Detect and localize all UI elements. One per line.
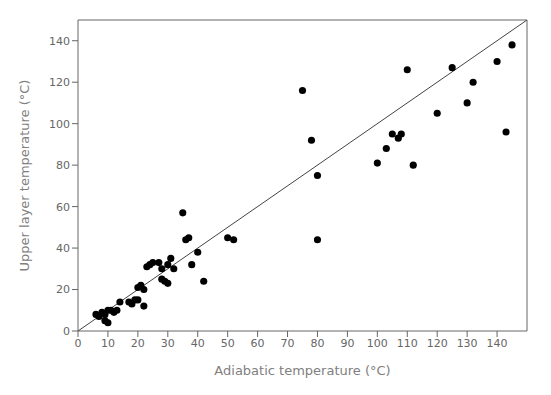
svg-text:140: 140 — [487, 337, 508, 350]
svg-text:10: 10 — [101, 337, 115, 350]
svg-text:0: 0 — [63, 325, 70, 338]
svg-text:20: 20 — [131, 337, 145, 350]
svg-text:Upper layer temperature (°C): Upper layer temperature (°C) — [17, 80, 32, 272]
svg-text:0: 0 — [75, 337, 82, 350]
svg-text:130: 130 — [457, 337, 478, 350]
svg-text:100: 100 — [367, 337, 388, 350]
svg-text:100: 100 — [49, 118, 70, 131]
svg-text:80: 80 — [56, 159, 70, 172]
svg-text:40: 40 — [56, 242, 70, 255]
svg-text:120: 120 — [49, 76, 70, 89]
svg-text:80: 80 — [310, 337, 324, 350]
svg-text:Adiabatic temperature (°C): Adiabatic temperature (°C) — [214, 363, 390, 378]
svg-text:110: 110 — [397, 337, 418, 350]
svg-text:90: 90 — [340, 337, 354, 350]
svg-text:60: 60 — [56, 201, 70, 214]
svg-text:40: 40 — [191, 337, 205, 350]
svg-text:20: 20 — [56, 283, 70, 296]
svg-text:60: 60 — [251, 337, 265, 350]
svg-text:120: 120 — [427, 337, 448, 350]
svg-text:140: 140 — [49, 35, 70, 48]
svg-text:70: 70 — [281, 337, 295, 350]
svg-text:50: 50 — [221, 337, 235, 350]
svg-text:30: 30 — [161, 337, 175, 350]
